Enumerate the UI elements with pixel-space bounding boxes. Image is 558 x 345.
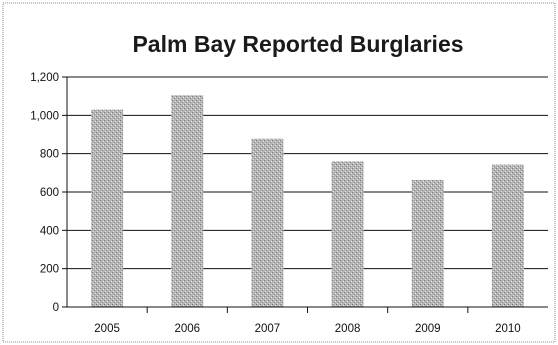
y-tick-label: 600 xyxy=(40,187,59,199)
y-axis-labels: 0 200 400 600 800 1,000 1,200 xyxy=(30,72,59,314)
x-tick-label: 2010 xyxy=(495,323,521,335)
y-tick-label: 200 xyxy=(40,264,59,276)
bars xyxy=(91,95,524,307)
y-tick-label: 800 xyxy=(40,149,59,161)
bar-2005 xyxy=(91,109,124,307)
x-tick-label: 2005 xyxy=(94,323,120,335)
bar-2009 xyxy=(411,179,444,307)
gridlines xyxy=(62,76,548,308)
y-tick-label: 0 xyxy=(53,302,59,314)
bar-2007 xyxy=(251,138,284,307)
x-tick-label: 2006 xyxy=(174,323,200,335)
bar-2006 xyxy=(171,95,204,307)
y-tick-label: 1,000 xyxy=(30,110,59,122)
y-tick-label: 400 xyxy=(40,225,59,237)
x-tick-label: 2007 xyxy=(255,323,281,335)
bar-2010 xyxy=(491,164,524,307)
x-tick-label: 2009 xyxy=(415,323,441,335)
x-tick-label: 2008 xyxy=(335,323,361,335)
y-tick-label: 1,200 xyxy=(30,72,59,84)
chart-title: Palm Bay Reported Burglaries xyxy=(132,31,463,57)
x-axis-labels: 2005 2006 2007 2008 2009 2010 xyxy=(94,307,521,335)
bar-2008 xyxy=(331,161,364,307)
